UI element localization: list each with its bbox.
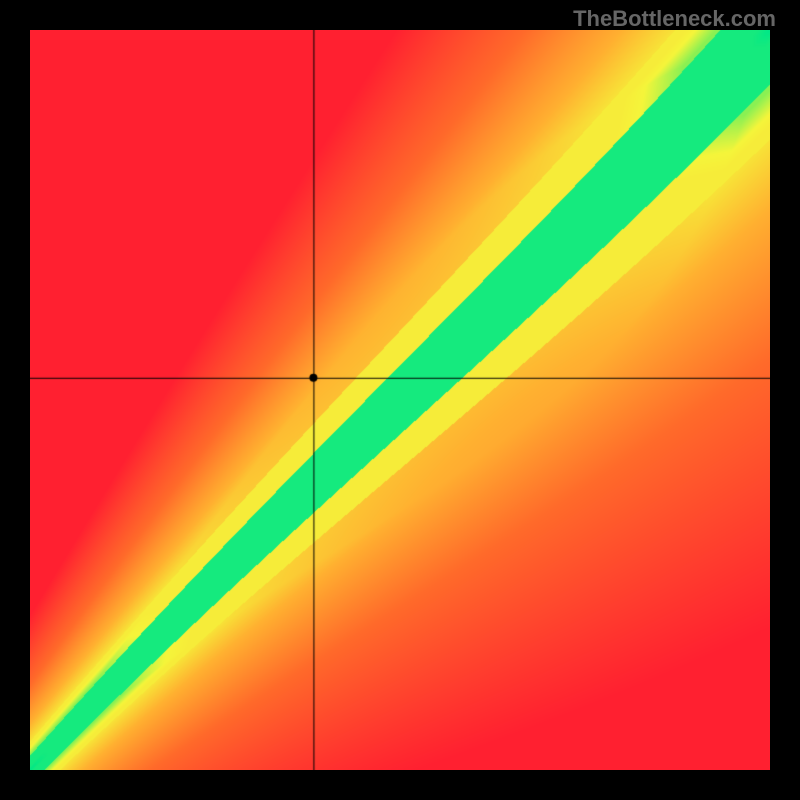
watermark-text: TheBottleneck.com: [573, 6, 776, 32]
chart-container: TheBottleneck.com: [0, 0, 800, 800]
bottleneck-heatmap: [30, 30, 770, 770]
